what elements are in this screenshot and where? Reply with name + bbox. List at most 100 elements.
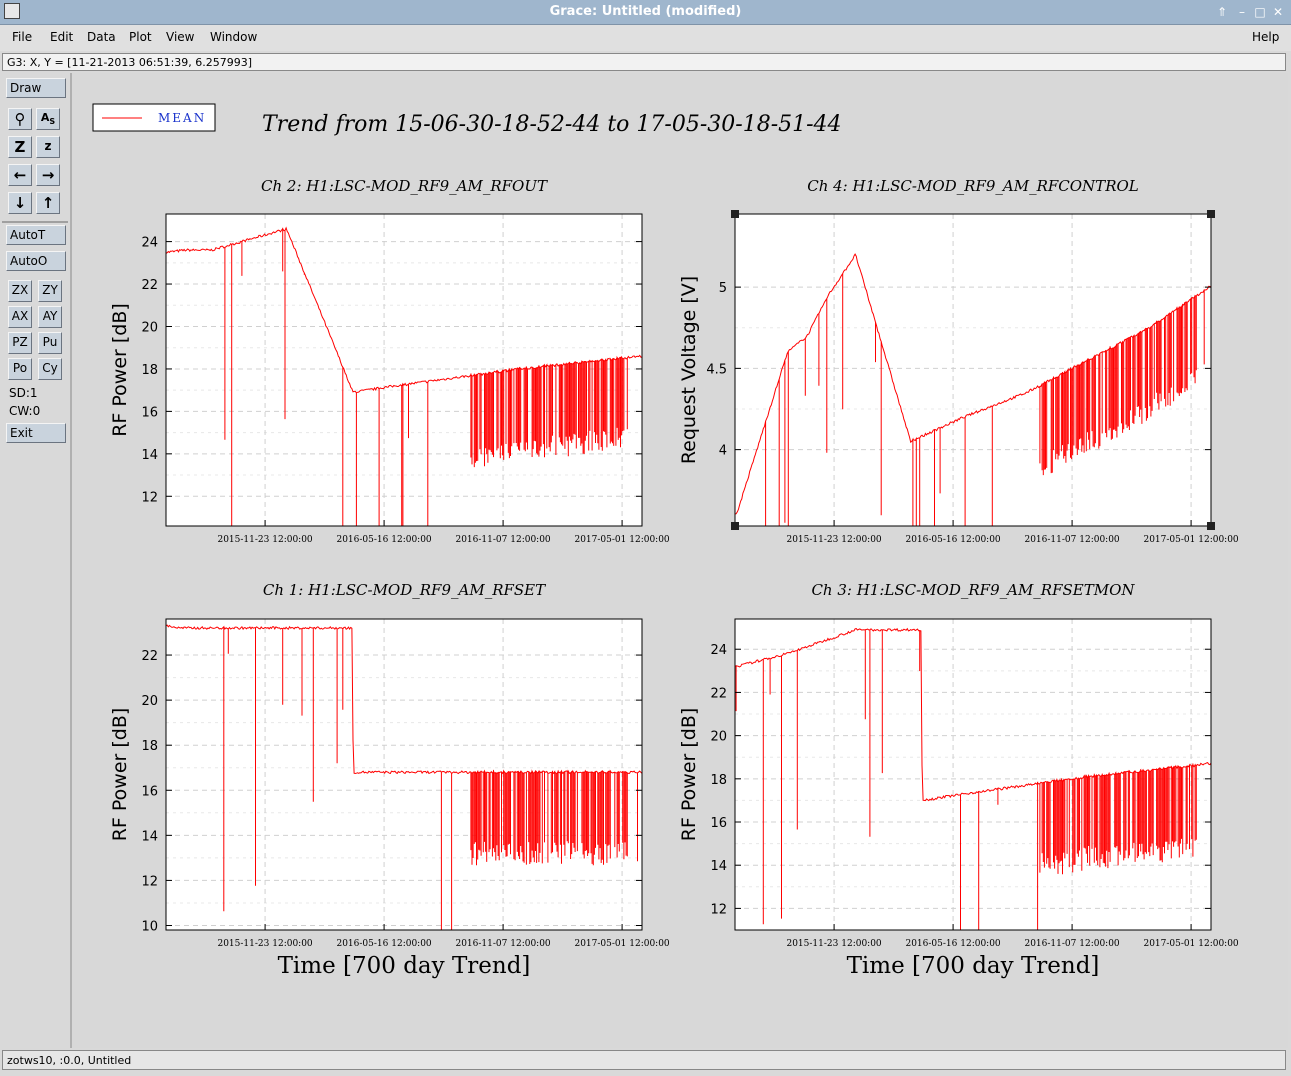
arrow-up-icon[interactable]: ↑	[36, 192, 60, 214]
menu-data[interactable]: Data	[87, 30, 116, 44]
zx-button[interactable]: ZX	[8, 280, 32, 302]
selection-handle[interactable]	[731, 210, 739, 218]
chart-3[interactable]: 10 12 14 16 18 20 22 2015-11-23 12:00:00 2016-05…	[109, 581, 670, 979]
cy-button[interactable]: Cy	[38, 358, 62, 380]
ay-button[interactable]: AY	[38, 306, 62, 328]
selection-handle[interactable]	[1207, 522, 1215, 530]
stack-depth-label: SD:1	[9, 386, 38, 400]
chart-title: Ch 2: H1:LSC-MOD_RF9_AM_RFOUT	[261, 177, 548, 195]
x-tick-label: 2015-11-23 12:00:00	[217, 535, 312, 545]
y-tick-label: 20	[141, 694, 158, 709]
window-title: Grace: Untitled (modified)	[549, 4, 742, 19]
minimize-icon[interactable]: –	[1239, 5, 1245, 19]
legend-box[interactable]: MEAN	[92, 103, 216, 132]
chart-4[interactable]: 12 14 16 18 20 22 24 2015-11-23 12:00:00 2016-05…	[678, 581, 1239, 979]
locator-readout: G3: X, Y = [11-21-2013 06:51:39, 6.25799…	[2, 53, 1286, 71]
y-tick-label: 20	[141, 320, 158, 335]
zy-button[interactable]: ZY	[38, 280, 62, 302]
autoscale-text-icon[interactable]: AS	[36, 108, 60, 130]
y-tick-label: 22	[141, 278, 158, 293]
y-axis-label: RF Power [dB]	[109, 303, 131, 437]
plot-area	[735, 214, 1211, 526]
autot-button[interactable]: AutoT	[6, 225, 66, 245]
page-title: Trend from 15-06-30-18-52-44 to 17-05-30…	[262, 112, 842, 137]
maximize-icon[interactable]: □	[1254, 5, 1266, 19]
pz-button[interactable]: PZ	[8, 332, 32, 354]
menu-window[interactable]: Window	[210, 30, 258, 44]
y-tick-label: 12	[710, 902, 727, 917]
axis-frame	[734, 618, 1212, 931]
x-tick-label: 2016-05-16 12:00:00	[336, 939, 431, 949]
menu-plot[interactable]: Plot	[129, 30, 152, 44]
arrow-right-icon[interactable]: →	[36, 164, 60, 186]
x-tick-label: 2016-05-16 12:00:00	[905, 939, 1000, 949]
x-tick-label: 2017-05-01 12:00:00	[574, 535, 669, 545]
y-axis-label: RF Power [dB]	[109, 708, 131, 842]
x-tick-label: 2016-11-07 12:00:00	[1024, 939, 1119, 949]
zoom-in-icon[interactable]: Z	[8, 136, 32, 158]
y-tick-label: 16	[710, 816, 727, 831]
series-group	[166, 624, 642, 930]
x-tick-label: 2016-11-07 12:00:00	[1024, 535, 1119, 545]
x-tick-label: 2016-05-16 12:00:00	[905, 535, 1000, 545]
y-tick-label: 14	[141, 829, 158, 844]
x-axis-label: Time [700 day Trend]	[278, 953, 531, 979]
axis-frame	[734, 213, 1212, 527]
y-axis-label: RF Power [dB]	[678, 708, 700, 842]
series-group	[166, 226, 642, 526]
zoom-out-icon[interactable]: z	[36, 136, 60, 158]
ax-button[interactable]: AX	[8, 306, 32, 328]
close-icon[interactable]: ✕	[1272, 5, 1284, 19]
y-tick-label: 4.5	[706, 362, 727, 377]
y-tick-label: 16	[141, 784, 158, 799]
legend-label: MEAN	[158, 111, 206, 125]
selection-handle[interactable]	[731, 522, 739, 530]
app-icon[interactable]	[4, 3, 20, 19]
chart-title: Ch 3: H1:LSC-MOD_RF9_AM_RFSETMON	[811, 581, 1135, 599]
x-axis-label: Time [700 day Trend]	[847, 953, 1100, 979]
x-tick-label: 2015-11-23 12:00:00	[217, 939, 312, 949]
tool-panel: Draw ⚲ AS Z z ← → ↓ ↑ AutoT AutoO ZX ZY …	[0, 73, 72, 1048]
y-tick-label: 18	[710, 773, 727, 788]
series-line	[735, 253, 1211, 526]
series-line	[166, 624, 642, 930]
x-tick-label: 2016-05-16 12:00:00	[336, 535, 431, 545]
menu-file[interactable]: File	[12, 30, 33, 44]
chart-2[interactable]: 4 4.5 5 2015-11-23 12:00:00 2016-05-16 12:00…	[678, 177, 1239, 545]
exit-button[interactable]: Exit	[6, 423, 66, 443]
series-group	[735, 627, 1211, 930]
menu-view[interactable]: View	[166, 30, 195, 44]
series-line	[735, 627, 1211, 930]
plot-canvas[interactable]: MEAN Trend from 15-06-30-18-52-44 to 17-…	[72, 73, 1288, 1048]
y-tick-label: 10	[141, 919, 158, 934]
autoo-button[interactable]: AutoO	[6, 251, 66, 271]
menu-help[interactable]: Help	[1252, 30, 1280, 44]
y-tick-label: 14	[141, 448, 158, 463]
y-axis-label: Request Voltage [V]	[678, 276, 700, 464]
y-tick-label: 24	[141, 236, 158, 251]
title-bar: Grace: Untitled (modified) ⇑ – □ ✕	[0, 0, 1291, 25]
selection-handle[interactable]	[1207, 210, 1215, 218]
arrow-left-icon[interactable]: ←	[8, 164, 32, 186]
toolbox-divider	[2, 221, 68, 223]
y-tick-label: 18	[141, 363, 158, 378]
y-tick-label: 4	[719, 444, 727, 459]
arrow-down-icon[interactable]: ↓	[8, 192, 32, 214]
y-tick-label: 5	[719, 281, 727, 296]
x-tick-label: 2016-11-07 12:00:00	[455, 535, 550, 545]
po-button[interactable]: Po	[8, 358, 32, 380]
chart-1[interactable]: 12 14 16 18 20 22 24 2015-11-23 12:00:00 2016-05…	[109, 177, 670, 545]
axis-frame	[165, 213, 643, 527]
x-tick-label: 2017-05-01 12:00:00	[1143, 535, 1238, 545]
draw-button[interactable]: Draw	[6, 78, 66, 98]
x-tick-label: 2015-11-23 12:00:00	[786, 939, 881, 949]
zoom-icon[interactable]: ⚲	[8, 108, 32, 130]
menu-edit[interactable]: Edit	[50, 30, 74, 44]
y-tick-label: 22	[141, 649, 158, 664]
chart-title: Ch 1: H1:LSC-MOD_RF9_AM_RFSET	[263, 581, 546, 599]
pu-button[interactable]: Pu	[38, 332, 62, 354]
plot-svg: MEAN Trend from 15-06-30-18-52-44 to 17-…	[78, 79, 1262, 994]
series-group	[735, 253, 1211, 526]
y-tick-label: 14	[710, 859, 727, 874]
shade-icon[interactable]: ⇑	[1216, 5, 1228, 19]
